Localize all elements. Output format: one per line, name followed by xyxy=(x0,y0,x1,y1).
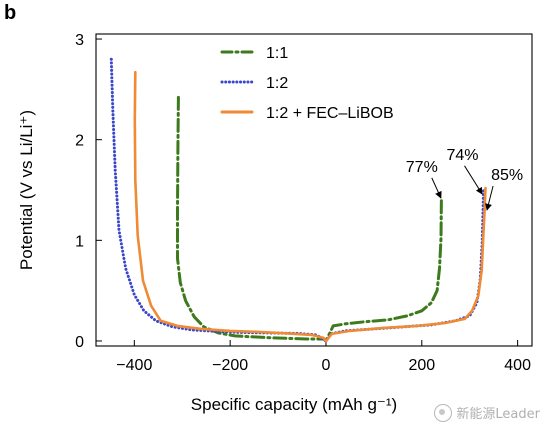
series-line-3 xyxy=(133,70,487,343)
plot-frame xyxy=(95,33,533,347)
legend-label-2: 1:2 xyxy=(266,75,288,92)
annotation-arrow xyxy=(431,177,442,199)
wechat-icon xyxy=(434,403,453,422)
y-tick-label: 1 xyxy=(75,233,84,250)
watermark-text: 新能源Leader xyxy=(456,407,540,422)
annotation-label: 77% xyxy=(406,159,438,176)
x-tick-label: 0 xyxy=(322,357,331,374)
x-axis-label: Specific capacity (mAh g⁻¹) xyxy=(191,395,397,414)
y-tick-label: 0 xyxy=(75,334,84,351)
y-tick-label: 2 xyxy=(75,133,84,150)
watermark: 新能源Leader xyxy=(434,403,540,422)
annotation-arrow xyxy=(485,185,494,211)
x-tick-label: 400 xyxy=(504,357,531,374)
y-tick-label: 3 xyxy=(75,32,84,49)
x-tick-label: −200 xyxy=(212,357,248,374)
legend-label-3: 1:2 + FEC–LiBOB xyxy=(266,105,394,122)
annotation-arrow xyxy=(464,165,483,195)
panel-label: b xyxy=(4,2,17,24)
y-axis-label: Potential (V vs Li/Li⁺) xyxy=(17,110,36,270)
legend-label-1: 1:1 xyxy=(266,45,288,62)
annotation-label: 74% xyxy=(447,147,479,164)
series-line-2 xyxy=(109,57,486,343)
series-line-1 xyxy=(176,95,443,343)
x-tick-label: −400 xyxy=(116,357,152,374)
annotation-label: 85% xyxy=(491,167,523,184)
x-tick-label: 200 xyxy=(408,357,435,374)
